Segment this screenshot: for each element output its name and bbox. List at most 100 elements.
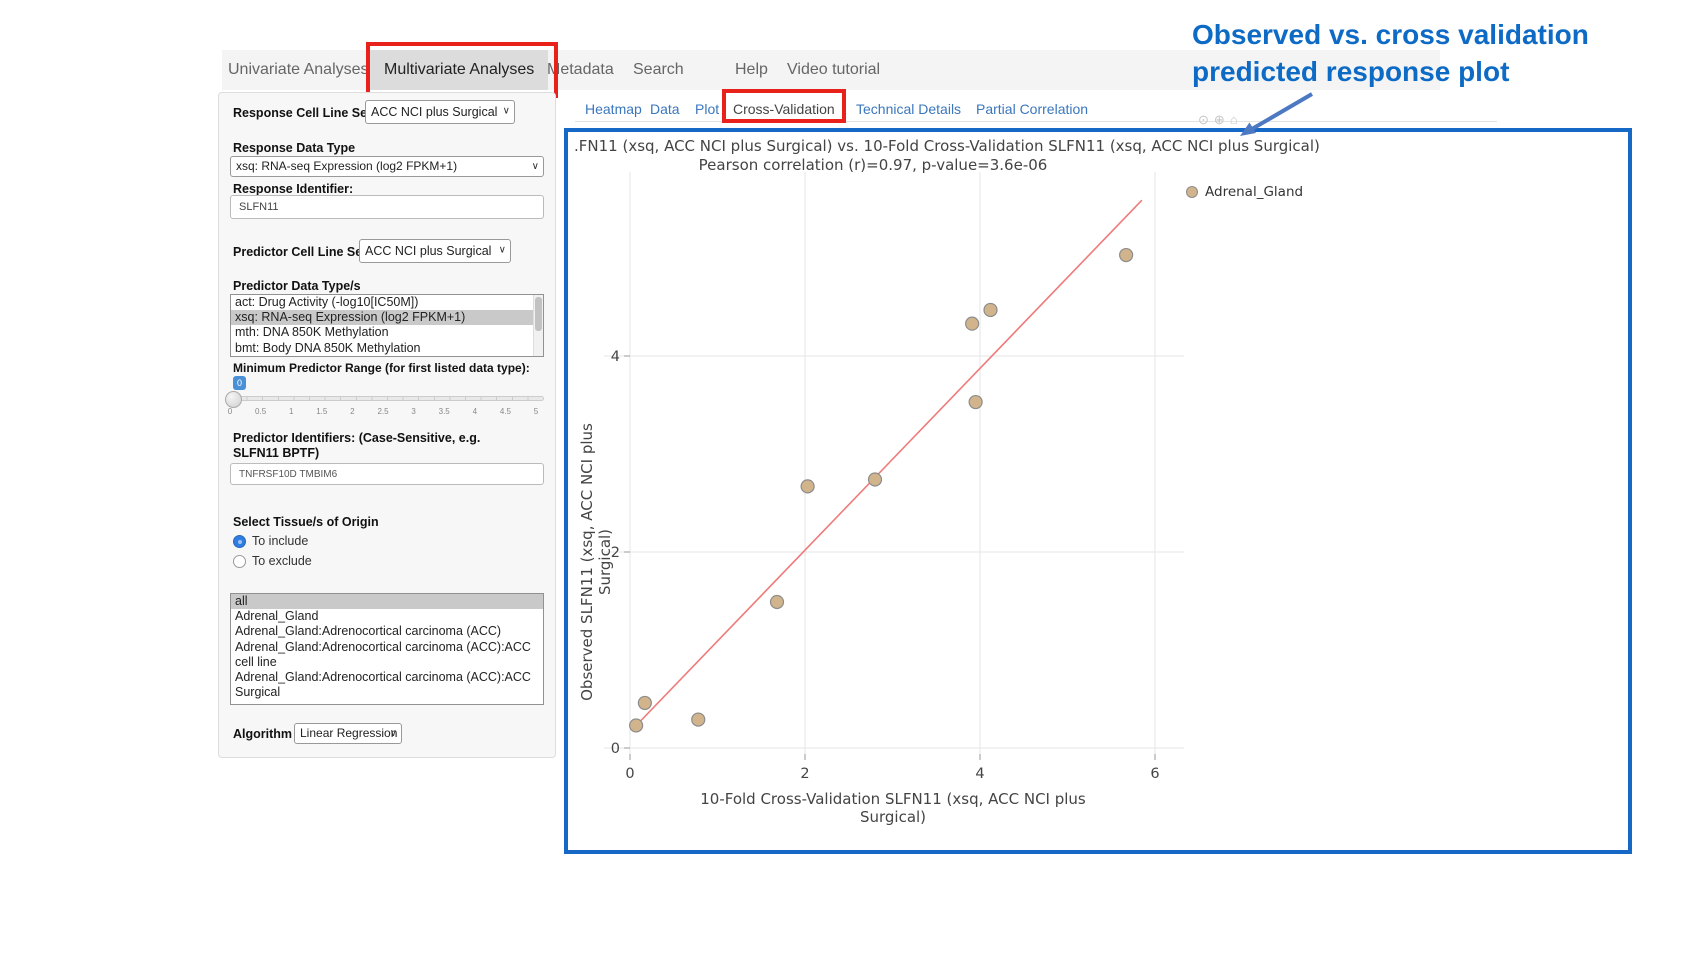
annotation-arrow (1240, 92, 1314, 136)
nav-multivariate-analyses[interactable]: Multivariate Analyses (370, 50, 549, 90)
data-point[interactable] (867, 472, 883, 487)
predictor-identifiers-input[interactable]: TNFRSF10D TMBIM6 (230, 463, 544, 485)
x-tick-label: 4 (975, 766, 984, 782)
list-item[interactable]: bmt: Body DNA 850K Methylation (235, 340, 421, 355)
x-tick-label: 2 (800, 766, 809, 782)
list-item-selected[interactable]: xsq: RNA-seq Expression (log2 FPKM+1) (231, 310, 543, 326)
algorithm-value: Linear Regression (300, 726, 398, 740)
slider-tick-labels: 0 0.5 1 1.5 2 2.5 3 3.5 4 4.5 5 (227, 407, 539, 419)
response-cell-line-set-value: ACC NCI plus Surgical (371, 105, 498, 119)
predictor-cell-line-set-value: ACC NCI plus Surgical (365, 244, 492, 258)
chevron-down-icon: ∨ (498, 244, 506, 256)
y-tick-label: 0 (611, 741, 620, 757)
nav-search[interactable]: Search (633, 61, 684, 78)
tab-heatmap[interactable]: Heatmap (585, 101, 642, 117)
list-item[interactable]: act: Drug Activity (-log10[IC50M]) (235, 295, 419, 309)
tab-data[interactable]: Data (650, 101, 680, 117)
slider-tick-label: 4.5 (499, 407, 511, 416)
data-point[interactable] (965, 316, 980, 331)
cross-validation-plot-panel: .FN11 (xsq, ACC NCI plus Surgical) vs. 1… (564, 128, 1632, 854)
scrollbar-thumb[interactable] (535, 297, 542, 331)
tab-technical-details[interactable]: Technical Details (856, 101, 962, 117)
tab-partial-correlation[interactable]: Partial Correlation (976, 101, 1089, 117)
slider-tick-label: 0 (227, 407, 233, 416)
slider-tick-label: 3 (411, 407, 416, 416)
annotation-headline: Observed vs. cross validation predicted … (1192, 16, 1682, 90)
predictor-cell-line-set-select[interactable]: ACC NCI plus Surgical ∨ (359, 239, 511, 263)
data-point[interactable] (800, 479, 815, 494)
tab-cross-validation[interactable]: Cross-Validation (733, 101, 835, 117)
chevron-down-icon: ∨ (389, 727, 397, 739)
chevron-down-icon: ∨ (531, 160, 539, 172)
slider-tick-label: 2.5 (377, 407, 389, 416)
radio-to-exclude[interactable]: To exclude (233, 554, 312, 568)
slider-tick-label: 2 (350, 407, 355, 416)
range-slider-track[interactable] (230, 396, 544, 401)
predictor-cell-line-set-label: Predictor Cell Line Set (233, 245, 367, 259)
nav-help[interactable]: Help (735, 61, 768, 78)
list-item[interactable]: Adrenal_Gland:Adrenocortical carcinoma (… (235, 639, 531, 669)
plot-modebar[interactable]: ⊙⊕⌂ (1198, 112, 1243, 128)
response-data-type-label: Response Data Type (233, 141, 356, 155)
legend-marker-icon (1186, 186, 1198, 198)
radio-button-icon (233, 554, 246, 568)
list-item[interactable]: Adrenal_Gland:Adrenocortical carcinoma (… (235, 624, 502, 639)
slider-tick-label: 0.5 (255, 407, 267, 416)
top-navbar: Univariate Analyses Multivariate Analyse… (222, 50, 1440, 90)
response-data-type-value: xsq: RNA-seq Expression (log2 FPKM+1) (236, 159, 458, 173)
nav-video-tutorial[interactable]: Video tutorial (787, 61, 881, 78)
data-point[interactable] (1119, 247, 1134, 263)
list-item[interactable]: Adrenal_Gland:Adrenocortical carcinoma (… (235, 670, 531, 700)
legend-adrenal-gland[interactable]: Adrenal_Gland (1186, 184, 1303, 200)
slider-tick-label: 3.5 (438, 407, 450, 416)
response-identifier-input[interactable]: SLFN11 (230, 195, 544, 219)
range-slider-handle[interactable] (225, 391, 242, 408)
radio-to-include[interactable]: To include (233, 534, 308, 548)
list-item-selected[interactable]: all (231, 594, 543, 610)
predictor-data-types-listbox: act: Drug Activity (-log10[IC50M]) xsq: … (230, 294, 544, 357)
home-icon[interactable]: ⌂ (1229, 112, 1243, 127)
slider-tick-label: 5 (533, 407, 539, 416)
data-point[interactable] (968, 394, 983, 410)
scrollbar[interactable] (533, 295, 543, 356)
data-point[interactable] (637, 695, 652, 711)
radio-button-icon (233, 534, 246, 548)
slider-value-badge: 0 (233, 376, 246, 390)
data-point[interactable] (691, 712, 706, 727)
tissue-listbox: all Adrenal_Gland Adrenal_Gland:Adrenoco… (230, 593, 544, 705)
annotation-headline-line2: predicted response plot (1192, 56, 1510, 87)
algorithm-select[interactable]: Linear Regression ∨ (294, 723, 402, 744)
x-axis-title: 10-Fold Cross-Validation SLFN11 (xsq, AC… (700, 790, 1086, 826)
algorithm-label: Algorithm (233, 727, 293, 741)
min-predictor-range-label: Minimum Predictor Range (for first liste… (233, 361, 530, 375)
data-point[interactable] (629, 718, 644, 733)
radio-label: To include (252, 534, 309, 548)
nav-univariate-analyses[interactable]: Univariate Analyses (228, 61, 369, 78)
slider-tick-label: 1.5 (316, 407, 328, 416)
data-point[interactable] (769, 594, 785, 610)
y-tick-label: 2 (611, 545, 620, 561)
response-cell-line-set-label: Response Cell Line Set (233, 106, 372, 120)
slider-tick-label: 4 (472, 407, 478, 416)
nav-metadata[interactable]: Metadata (547, 61, 614, 78)
plot-subtitle: Pearson correlation (r)=0.97, p-value=3.… (698, 156, 1048, 174)
chevron-down-icon: ∨ (502, 105, 510, 117)
cross-validation-scatter-plot[interactable]: 0 2 4 6 0 2 4 (568, 132, 1628, 850)
slider-tick-label: 1 (288, 407, 294, 416)
camera-icon[interactable]: ⊙ (1198, 112, 1214, 127)
response-data-type-select[interactable]: xsq: RNA-seq Expression (log2 FPKM+1) ∨ (230, 156, 544, 177)
predictor-identifiers-label: Predictor Identifiers: (Case-Sensitive, … (233, 431, 481, 460)
legend-label: Adrenal_Gland (1205, 184, 1304, 200)
tabs-divider (575, 121, 1497, 122)
tissue-origin-label: Select Tissue/s of Origin (233, 515, 379, 529)
list-item[interactable]: Adrenal_Gland (235, 609, 319, 624)
data-point[interactable] (983, 302, 998, 318)
list-item[interactable]: mth: DNA 850K Methylation (235, 325, 389, 340)
response-cell-line-set-select[interactable]: ACC NCI plus Surgical ∨ (365, 100, 515, 124)
x-tick-label: 6 (1150, 766, 1159, 782)
y-axis-title: Observed SLFN11 (xsq, ACC NCI plus Surgi… (578, 423, 614, 701)
analysis-sidebar: Response Cell Line Set ACC NCI plus Surg… (218, 92, 556, 758)
tab-plot[interactable]: Plot (695, 101, 720, 117)
zoom-icon[interactable]: ⊕ (1213, 112, 1230, 127)
